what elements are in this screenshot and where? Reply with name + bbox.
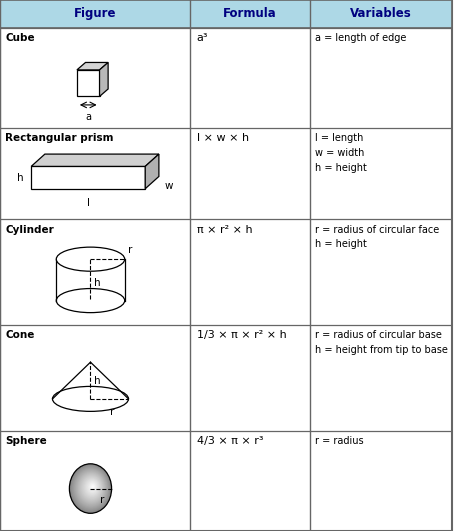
Circle shape [92,485,94,488]
Polygon shape [145,154,159,189]
Text: r: r [128,245,133,255]
Polygon shape [56,259,125,301]
Text: 1/3 × π × r² × h: 1/3 × π × r² × h [197,330,287,340]
Text: r = radius: r = radius [315,436,364,446]
Circle shape [72,466,109,511]
Text: Cylinder: Cylinder [5,225,54,235]
Circle shape [86,479,99,494]
Circle shape [81,475,102,500]
Circle shape [92,486,93,487]
Circle shape [89,483,96,491]
Circle shape [88,482,97,493]
Polygon shape [77,70,100,97]
Text: Variables: Variables [350,7,412,20]
Circle shape [87,481,98,494]
Circle shape [75,469,107,507]
Circle shape [69,464,111,513]
Text: l × w × h: l × w × h [197,133,249,143]
Circle shape [76,470,106,506]
Circle shape [82,476,102,499]
Circle shape [79,473,104,503]
Circle shape [91,484,95,489]
Circle shape [70,465,111,512]
Circle shape [81,475,103,501]
Circle shape [80,474,103,501]
Text: Cone: Cone [5,330,35,340]
Circle shape [80,474,104,502]
Ellipse shape [53,387,128,412]
Text: w: w [164,181,173,191]
Text: r = radius of circular face
h = height: r = radius of circular face h = height [315,225,439,250]
Text: h: h [17,173,23,183]
Circle shape [78,473,105,503]
Text: a: a [85,112,91,122]
Ellipse shape [56,288,125,313]
Text: l = length
w = width
h = height: l = length w = width h = height [315,133,367,173]
Text: h: h [94,375,101,386]
Text: a³: a³ [197,33,208,43]
Circle shape [90,484,95,490]
Text: π × r² × h: π × r² × h [197,225,253,235]
Circle shape [88,482,97,492]
Text: Sphere: Sphere [5,436,47,446]
Polygon shape [100,63,108,97]
Text: Formula: Formula [223,7,277,20]
Circle shape [91,485,94,489]
Circle shape [85,479,99,495]
Circle shape [77,471,106,504]
Circle shape [75,469,108,507]
Text: 4/3 × π × r³: 4/3 × π × r³ [197,436,264,446]
Text: h: h [94,278,101,287]
Ellipse shape [56,247,125,271]
Polygon shape [31,154,159,166]
Text: a = length of edge: a = length of edge [315,33,407,43]
Circle shape [71,466,110,511]
Circle shape [87,481,98,493]
Text: Rectangular prism: Rectangular prism [5,133,114,143]
Polygon shape [77,63,108,70]
Circle shape [82,476,101,499]
Circle shape [74,468,108,508]
Circle shape [71,465,110,512]
Circle shape [85,478,100,496]
Text: Cube: Cube [5,33,35,43]
Text: l: l [87,198,90,208]
Text: Figure: Figure [74,7,116,20]
Circle shape [73,468,109,509]
Circle shape [73,467,109,509]
Circle shape [78,472,105,504]
Circle shape [83,477,101,498]
Circle shape [83,477,100,497]
Circle shape [76,470,107,506]
Circle shape [84,478,100,496]
Text: r: r [100,495,104,505]
Circle shape [73,467,109,510]
Circle shape [90,483,96,491]
Text: r: r [109,407,114,417]
Text: r = radius of circular base
h = height from tip to base: r = radius of circular base h = height f… [315,330,448,355]
Bar [0,0,452,28]
Polygon shape [31,166,145,189]
